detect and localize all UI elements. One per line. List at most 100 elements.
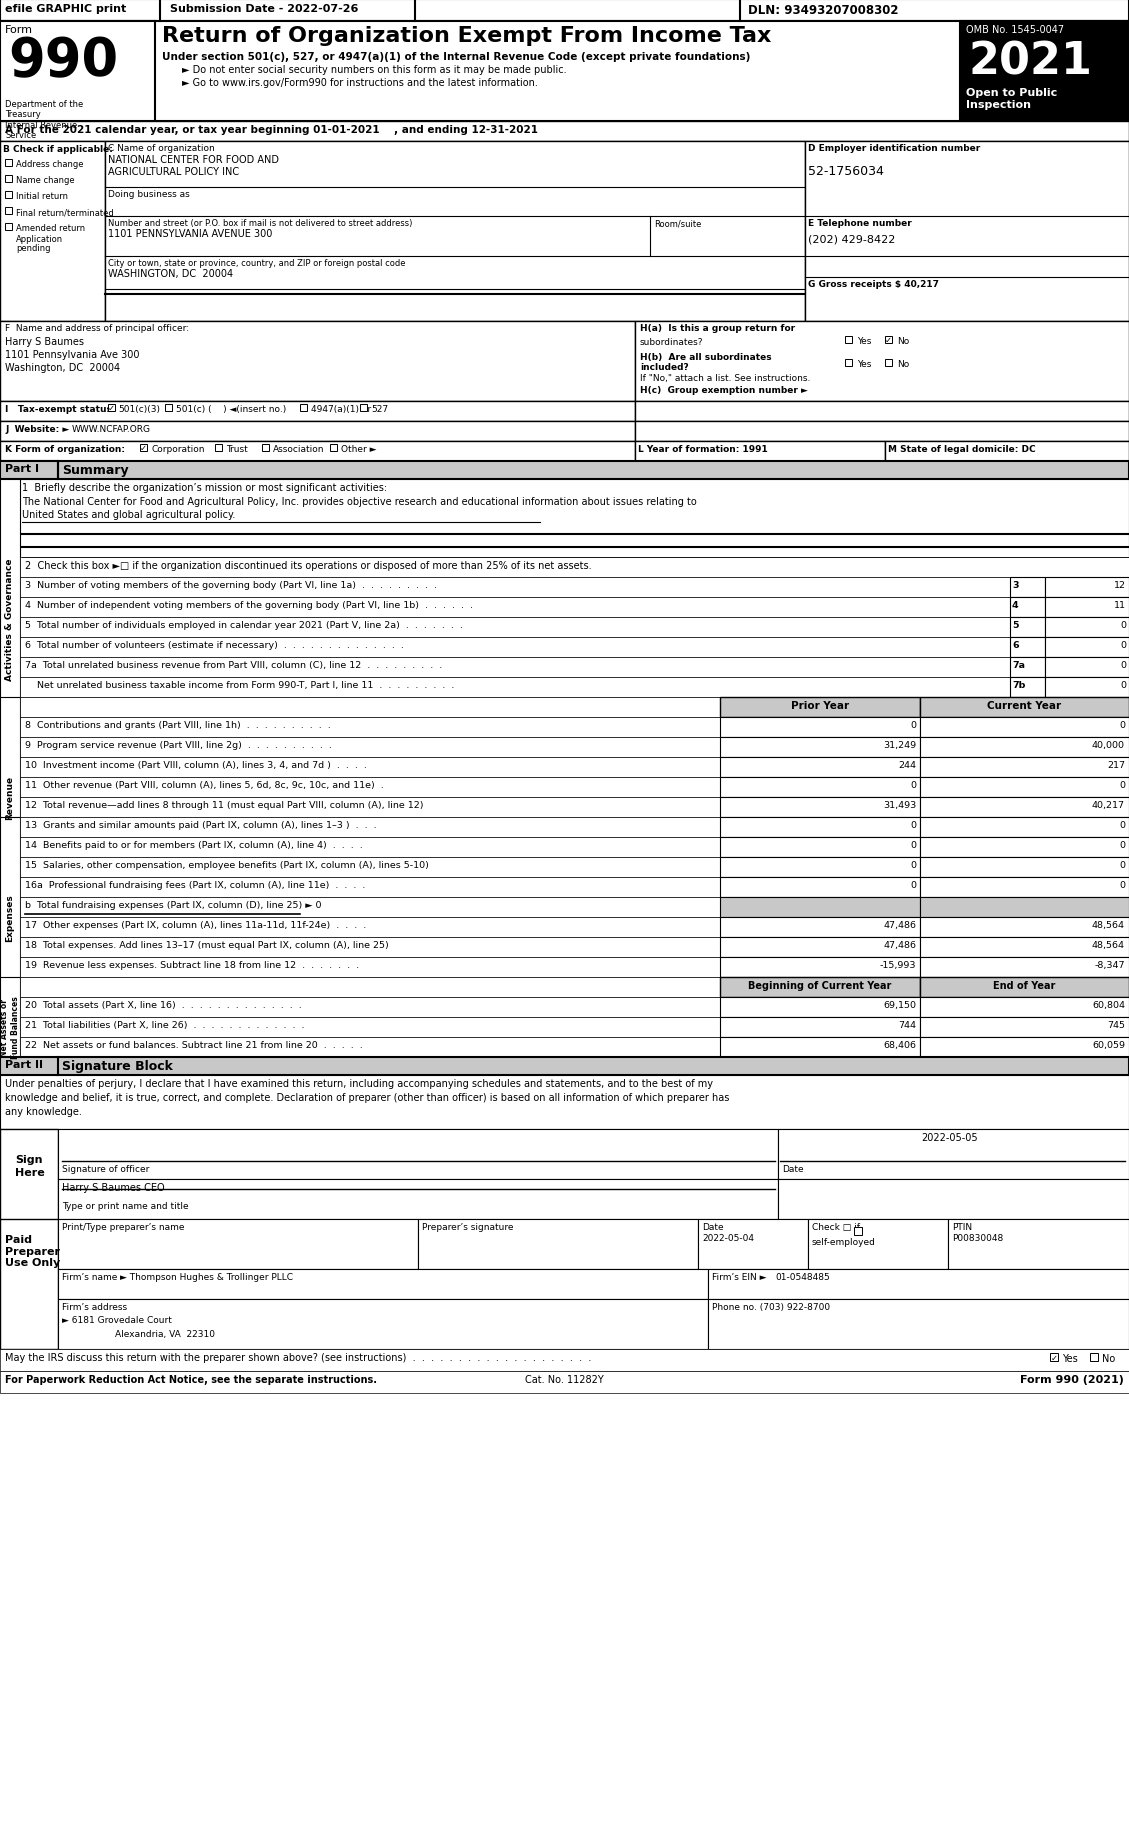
Text: Net Assets or
Fund Balances: Net Assets or Fund Balances (0, 996, 19, 1060)
Bar (720, 997, 920, 1017)
Text: 60,059: 60,059 (1092, 1041, 1124, 1049)
Text: A For the 2021 calendar year, or tax year beginning 01-01-2021    , and ending 1: A For the 2021 calendar year, or tax yea… (5, 124, 539, 135)
Text: Paid
Preparer
Use Only: Paid Preparer Use Only (5, 1233, 60, 1268)
Text: 8  Contributions and grants (Part VIII, line 1h)  .  .  .  .  .  .  .  .  .  .: 8 Contributions and grants (Part VIII, l… (25, 721, 331, 730)
Text: Harry S Baumes CEO: Harry S Baumes CEO (62, 1182, 165, 1193)
Bar (215, 445, 222, 452)
Text: 1  Briefly describe the organization’s mission or most significant activities:: 1 Briefly describe the organization’s mi… (21, 483, 387, 492)
Text: Final return/terminated: Final return/terminated (16, 209, 114, 218)
Bar (1010, 657, 1045, 677)
Text: Corporation: Corporation (151, 445, 204, 454)
Bar (920, 798, 1129, 818)
Bar (634, 403, 1129, 421)
Bar (0, 461, 58, 479)
Bar (0, 0, 1129, 22)
Text: any knowledge.: any knowledge. (5, 1107, 82, 1116)
Bar (20, 957, 720, 977)
Text: ✓: ✓ (1050, 1352, 1058, 1362)
Text: Current Year: Current Year (987, 701, 1061, 710)
Bar (5, 223, 12, 231)
Bar (920, 957, 1129, 977)
Bar (20, 717, 720, 737)
Text: Amended return: Amended return (16, 223, 85, 232)
Text: self-employed: self-employed (812, 1237, 876, 1246)
Bar (0, 143, 105, 322)
Text: No: No (898, 337, 909, 346)
Bar (0, 123, 1129, 143)
Bar (720, 957, 920, 977)
Text: 10  Investment income (Part VIII, column (A), lines 3, 4, and 7d )  .  .  .  .: 10 Investment income (Part VIII, column … (25, 761, 367, 770)
Text: 01-0548485: 01-0548485 (774, 1272, 830, 1281)
Text: 52-1756034: 52-1756034 (808, 165, 884, 178)
Bar (0, 22, 155, 123)
Bar (1010, 677, 1045, 697)
Text: Here: Here (15, 1168, 45, 1177)
Bar (720, 838, 920, 858)
Text: (202) 429-8422: (202) 429-8422 (808, 234, 895, 243)
Bar (58, 1270, 708, 1299)
Text: Part I: Part I (5, 463, 40, 474)
Bar (20, 897, 720, 917)
Text: Print/Type preparer’s name: Print/Type preparer’s name (62, 1222, 184, 1232)
Text: No: No (898, 361, 909, 370)
Text: Return of Organization Exempt From Income Tax: Return of Organization Exempt From Incom… (161, 26, 771, 46)
Text: Firm’s EIN ►: Firm’s EIN ► (712, 1272, 767, 1281)
Bar (0, 1371, 1129, 1393)
Bar (720, 917, 920, 937)
Text: The National Center for Food and Agricultural Policy, Inc. provides objective re: The National Center for Food and Agricul… (21, 496, 697, 507)
Bar (20, 838, 720, 858)
Bar (720, 697, 920, 717)
Text: 6  Total number of volunteers (estimate if necessary)  .  .  .  .  .  .  .  .  .: 6 Total number of volunteers (estimate i… (25, 640, 404, 650)
Text: WWW.NCFAP.ORG: WWW.NCFAP.ORG (72, 425, 151, 434)
Bar (0, 1058, 1129, 1076)
Bar (778, 1179, 1129, 1219)
Text: Initial return: Initial return (16, 192, 68, 201)
Bar (5, 159, 12, 167)
Bar (20, 778, 720, 798)
Text: E Telephone number: E Telephone number (808, 220, 912, 229)
Text: -8,347: -8,347 (1094, 961, 1124, 970)
Bar (1010, 619, 1045, 637)
Bar (720, 897, 920, 917)
Bar (1010, 598, 1045, 619)
Text: 31,493: 31,493 (883, 800, 916, 809)
Bar (698, 1219, 808, 1270)
Bar (20, 737, 720, 758)
Bar (1050, 1352, 1058, 1362)
Text: Activities & Governance: Activities & Governance (6, 558, 15, 681)
Text: 527: 527 (371, 404, 388, 414)
Text: 11: 11 (1114, 600, 1126, 609)
Text: May the IRS discuss this return with the preparer shown above? (see instructions: May the IRS discuss this return with the… (5, 1352, 592, 1362)
Text: 2021: 2021 (968, 40, 1092, 82)
Text: -15,993: -15,993 (879, 961, 916, 970)
Bar (720, 737, 920, 758)
Text: 0: 0 (1119, 721, 1124, 730)
Bar (634, 322, 1129, 403)
Bar (920, 977, 1129, 997)
Text: 11  Other revenue (Part VIII, column (A), lines 5, 6d, 8c, 9c, 10c, and 11e)  .: 11 Other revenue (Part VIII, column (A),… (25, 781, 384, 789)
Text: 18  Total expenses. Add lines 13–17 (must equal Part IX, column (A), line 25): 18 Total expenses. Add lines 13–17 (must… (25, 941, 388, 950)
Text: C Name of organization: C Name of organization (108, 145, 215, 154)
Text: M State of legal domicile: DC: M State of legal domicile: DC (889, 445, 1035, 454)
Bar (20, 657, 1010, 677)
Text: Phone no. (703) 922-8700: Phone no. (703) 922-8700 (712, 1303, 830, 1312)
Text: Department of the
Treasury
Internal Revenue
Service: Department of the Treasury Internal Reve… (5, 101, 84, 141)
Bar (720, 818, 920, 838)
Text: Yes: Yes (857, 337, 872, 346)
Bar (20, 598, 1010, 619)
Text: 0: 0 (1120, 661, 1126, 670)
Text: I   Tax-exempt status:: I Tax-exempt status: (5, 404, 115, 414)
Bar (20, 578, 1010, 598)
Bar (805, 143, 1129, 322)
Bar (0, 403, 634, 421)
Bar (20, 1017, 720, 1038)
Bar (418, 1219, 698, 1270)
Text: P00830048: P00830048 (952, 1233, 1004, 1243)
Text: 501(c) (    ) ◄(insert no.): 501(c) ( ) ◄(insert no.) (176, 404, 287, 414)
Text: 1101 PENNSYLVANIA AVENUE 300: 1101 PENNSYLVANIA AVENUE 300 (108, 229, 272, 240)
Text: Other ►: Other ► (341, 445, 376, 454)
Text: Alexandria, VA  22310: Alexandria, VA 22310 (115, 1329, 215, 1338)
Bar (1045, 598, 1129, 619)
Bar (920, 997, 1129, 1017)
Text: Prior Year: Prior Year (791, 701, 849, 710)
